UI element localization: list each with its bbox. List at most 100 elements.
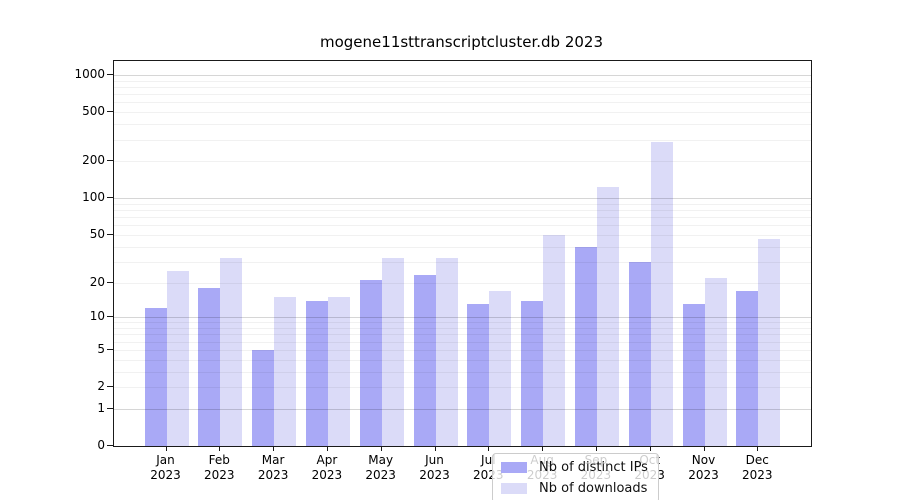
bar-distinct-ips [198, 287, 221, 446]
x-tick-label: Jan 2023 [150, 453, 181, 482]
x-tick-mark [488, 446, 490, 451]
plot-area: Nb of distinct IPs Nb of downloads [113, 60, 812, 500]
legend-row-downloads: Nb of downloads [501, 480, 648, 497]
chart-title: mogene11sttranscriptcluster.db 2023 [320, 33, 603, 51]
bar-downloads [650, 142, 673, 446]
bar-downloads [274, 297, 297, 446]
gridline-minor [114, 334, 811, 336]
downloads-swatch-icon [501, 483, 527, 494]
bar-downloads [489, 290, 512, 446]
y-tick-label: 500 [82, 104, 105, 119]
bar-downloads [327, 297, 350, 446]
x-tick-mark [165, 446, 167, 451]
x-tick-label: Feb 2023 [204, 453, 235, 482]
gridline-minor [114, 210, 811, 212]
gridline-minor [114, 161, 811, 163]
y-tick-mark [107, 160, 113, 162]
bar-distinct-ips [144, 308, 167, 446]
bar-distinct-ips [252, 349, 275, 446]
legend-label-downloads: Nb of downloads [539, 481, 648, 496]
gridline-minor [114, 261, 811, 263]
bar-downloads [435, 258, 458, 446]
x-tick-mark [326, 446, 328, 451]
gridline-minor [114, 246, 811, 248]
bar-distinct-ips [305, 300, 328, 446]
x-tick-label: May 2023 [365, 453, 396, 482]
y-tick-mark [107, 197, 113, 199]
y-tick-mark [107, 407, 113, 409]
gridline-minor [114, 349, 811, 351]
gridline-minor [114, 124, 811, 126]
bar-distinct-ips [413, 275, 436, 446]
bar-distinct-ips [574, 246, 597, 446]
gridline-minor [114, 225, 811, 227]
bar-downloads [758, 239, 781, 446]
gridline-minor [114, 322, 811, 324]
legend: Nb of distinct IPs Nb of downloads [492, 453, 659, 500]
y-tick-label: 0 [97, 438, 105, 452]
bar-distinct-ips [736, 290, 759, 446]
y-tick-mark [107, 281, 113, 283]
gridline-major [114, 198, 811, 200]
y-tick-mark [107, 233, 113, 235]
x-tick-mark [273, 446, 275, 451]
y-tick-mark [107, 74, 113, 75]
gridline-minor [114, 203, 811, 205]
bar-distinct-ips [359, 280, 382, 446]
y-tick-label: 200 [82, 153, 105, 168]
x-tick-mark [434, 446, 436, 451]
gridline-minor [114, 80, 811, 82]
gridline-minor [114, 328, 811, 329]
gridline-minor [114, 234, 811, 236]
y-tick-label: 1000 [74, 67, 105, 81]
gridline-minor [114, 86, 811, 88]
y-tick-label: 10 [89, 309, 105, 324]
gridline-minor [114, 282, 811, 284]
bar-downloads [704, 277, 727, 446]
x-tick-label: Mar 2023 [257, 453, 289, 482]
x-tick-label: Dec 2023 [742, 453, 773, 482]
gridline-minor [114, 217, 811, 219]
gridline-minor [114, 371, 811, 373]
gridline-minor [114, 139, 811, 141]
y-tick-mark [107, 445, 113, 446]
gridline-minor [114, 102, 811, 104]
bar-downloads [166, 271, 189, 446]
x-tick-mark [757, 446, 759, 451]
y-tick-label: 2 [97, 379, 105, 393]
gridline-minor [114, 112, 811, 114]
gridline-major [114, 317, 811, 319]
bar-downloads [381, 258, 404, 446]
x-tick-label: Apr 2023 [311, 453, 343, 482]
y-tick-label: 1 [97, 400, 105, 415]
bar-distinct-ips [521, 300, 544, 446]
gridline-major [114, 75, 811, 76]
y-tick-mark [107, 111, 113, 113]
y-tick-mark [107, 348, 113, 350]
bar-distinct-ips [628, 261, 651, 446]
x-tick-mark [649, 446, 651, 451]
y-tick-label: 20 [89, 274, 105, 289]
x-tick-mark [219, 446, 221, 451]
legend-label-distinct-ips: Nb of distinct IPs [539, 460, 648, 475]
x-tick-label: Nov 2023 [688, 453, 719, 482]
legend-row-distinct-ips: Nb of distinct IPs [501, 459, 648, 476]
gridline-minor [114, 94, 811, 96]
bar-downloads [596, 187, 619, 446]
bar-distinct-ips [682, 304, 705, 446]
y-tick-label: 100 [82, 190, 105, 205]
y-tick-mark [107, 316, 113, 318]
x-tick-mark [380, 446, 382, 451]
bar-distinct-ips [467, 304, 490, 446]
x-tick-mark [542, 446, 544, 451]
y-tick-mark [107, 386, 113, 387]
y-tick-label: 50 [89, 226, 105, 241]
gridline-minor [114, 387, 811, 388]
distinct-ips-swatch-icon [501, 462, 527, 473]
y-tick-label: 5 [97, 341, 105, 356]
gridline-minor [114, 341, 811, 343]
x-tick-label: Jun 2023 [419, 453, 450, 482]
gridline-major [114, 408, 811, 410]
x-tick-mark [703, 446, 705, 451]
